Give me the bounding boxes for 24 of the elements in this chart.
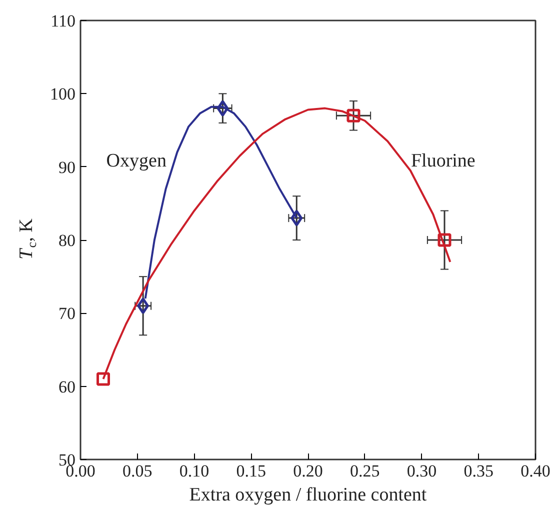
x-axis-title: Extra oxygen / fluorine content [189,484,428,506]
y-axis-title: Tc, K [16,218,39,260]
series-label: Fluorine [410,150,476,172]
point [137,298,149,314]
x-tick-label: 0.10 [179,462,210,480]
y-tick-label: 60 [58,377,76,396]
point [290,210,303,226]
x-tick-label: 0.15 [236,462,266,480]
point [96,372,110,386]
y-tick-label: 110 [50,12,76,30]
x-tick-label: 0.40 [520,462,550,480]
x-tick-label: 0.20 [293,462,323,480]
y-tick-label: 100 [50,84,76,104]
y-tick-label: 80 [58,231,76,250]
point [216,100,229,117]
y-tick-label: 90 [58,158,76,177]
point [438,233,452,247]
x-tick-label: 0.30 [406,462,437,480]
series-label: Oxygen [106,150,167,172]
point [346,108,360,122]
x-tick-label: 0.25 [350,462,380,480]
y-tick-label: 70 [58,304,76,324]
x-tick-label: 0.35 [464,462,494,480]
x-tick-label: 0.05 [122,462,152,480]
